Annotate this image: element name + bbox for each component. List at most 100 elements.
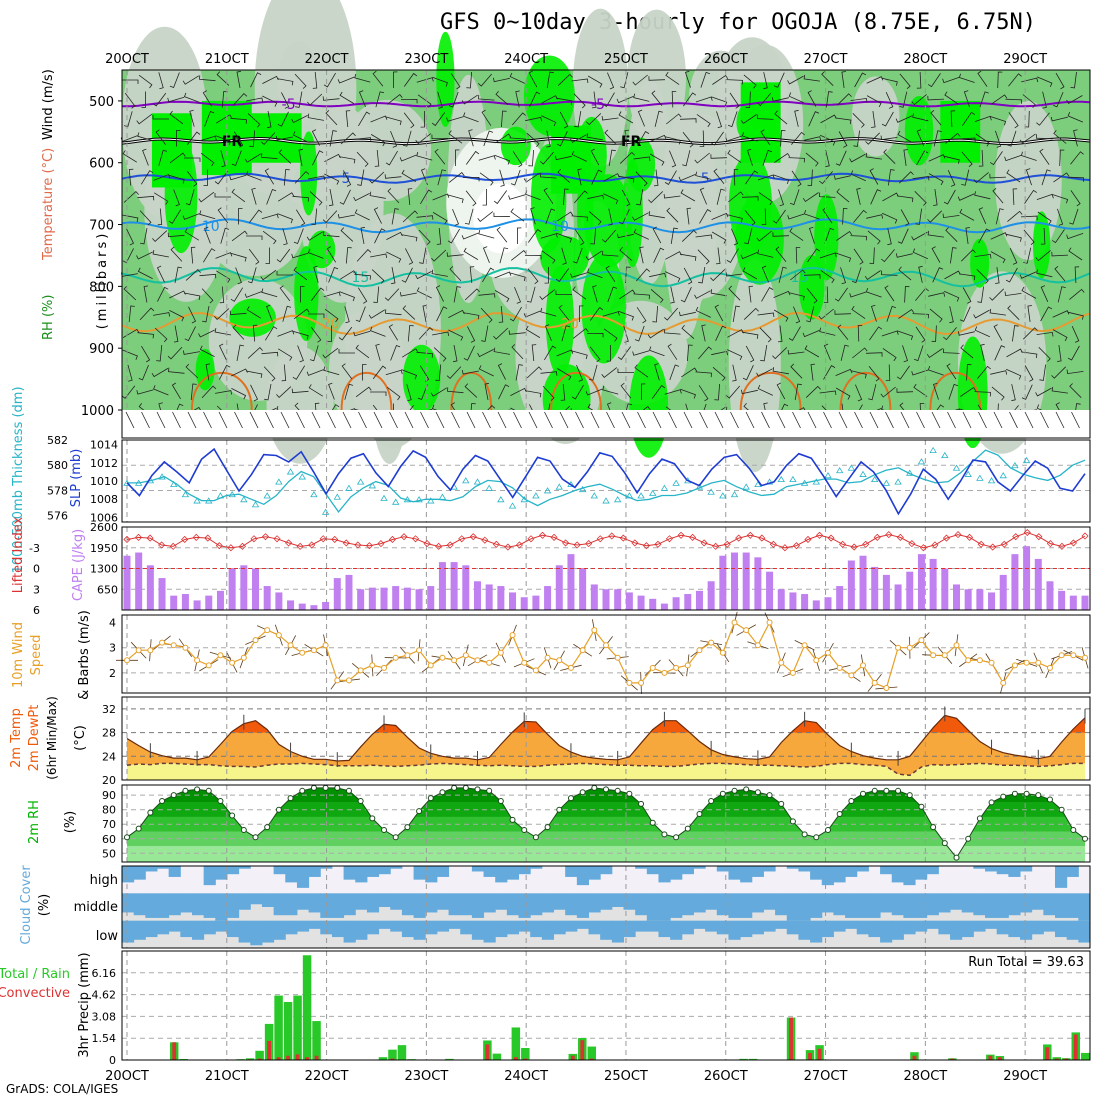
lifted-index-marker bbox=[400, 533, 408, 541]
wind-barb bbox=[557, 73, 573, 86]
wind-barb bbox=[1035, 387, 1052, 397]
rh-marker bbox=[299, 787, 306, 794]
wind-speed-marker bbox=[708, 639, 715, 646]
wind-barb bbox=[572, 247, 583, 264]
wind-barb bbox=[137, 267, 153, 279]
precip-convective-bar bbox=[305, 1057, 309, 1060]
wind-barb bbox=[997, 71, 1003, 89]
wind-barb bbox=[231, 150, 242, 167]
wind-barb bbox=[716, 111, 723, 129]
cloud-middle-bar bbox=[226, 893, 240, 918]
wind-barb bbox=[525, 116, 542, 122]
cape-bar bbox=[731, 552, 739, 610]
wind-barb bbox=[420, 110, 426, 128]
wind-barb bbox=[174, 266, 182, 283]
rh-marker bbox=[778, 800, 785, 807]
wind-barb bbox=[306, 369, 324, 376]
thickness-marker bbox=[555, 483, 563, 490]
wind-barb bbox=[771, 97, 789, 102]
wind-barb bbox=[478, 293, 496, 298]
wind-barb bbox=[252, 324, 258, 342]
cloud-low-bar bbox=[215, 920, 228, 932]
wind-barb bbox=[526, 286, 536, 303]
wind-barb bbox=[635, 171, 648, 187]
lifted-index-marker bbox=[331, 535, 339, 544]
wind-barb bbox=[757, 174, 775, 181]
wind-barb bbox=[927, 210, 942, 223]
wind-barb bbox=[620, 382, 632, 399]
wind-speed-marker bbox=[941, 652, 948, 659]
cloud-middle-bar bbox=[156, 893, 170, 918]
cloud-middle-bar bbox=[1020, 893, 1033, 913]
wind-barb bbox=[856, 187, 861, 205]
cape-bar bbox=[847, 560, 855, 610]
precip-total-bar bbox=[312, 1021, 321, 1060]
wind-barb bbox=[432, 76, 449, 87]
y-tick-label: 3 bbox=[109, 642, 116, 655]
rh-marker bbox=[404, 824, 411, 831]
wind-barb bbox=[292, 195, 309, 202]
wind-barb bbox=[851, 267, 862, 284]
wind-barb bbox=[748, 285, 754, 303]
cloud-low-bar bbox=[693, 920, 706, 929]
wind-barb bbox=[524, 254, 542, 260]
y-tick-label: 6.16 bbox=[92, 967, 117, 980]
wind-barb bbox=[670, 227, 678, 244]
wind-barb bbox=[714, 411, 724, 429]
wind-barb bbox=[851, 305, 866, 319]
wind-barb bbox=[820, 270, 835, 284]
wind-barb bbox=[586, 113, 602, 126]
wind-barb bbox=[762, 149, 773, 166]
rh-marker bbox=[731, 787, 738, 794]
wind-barb bbox=[911, 94, 927, 106]
lifted-index-marker bbox=[642, 542, 650, 550]
wind-barb bbox=[795, 247, 801, 264]
wind-barb bbox=[307, 248, 324, 259]
wind-barb bbox=[435, 285, 444, 302]
thickness-marker bbox=[520, 496, 528, 503]
x-tick-label-top: 27OCT bbox=[804, 52, 848, 67]
wind-barb bbox=[152, 250, 169, 258]
wind-barb bbox=[869, 326, 883, 341]
cloud-middle-bar bbox=[483, 893, 496, 913]
wind-barb bbox=[557, 211, 574, 222]
rh-marker bbox=[474, 786, 481, 793]
wind-speed-marker bbox=[486, 659, 493, 666]
wind-barb bbox=[694, 152, 710, 164]
wind-axis-label-2-text: Speed bbox=[29, 635, 44, 676]
wind-barb bbox=[916, 129, 925, 146]
wind-barb bbox=[555, 155, 572, 161]
wind-barb bbox=[914, 191, 927, 206]
y-tick-label-right: 1014 bbox=[90, 439, 118, 452]
wind-barb bbox=[358, 90, 366, 108]
thickness-marker bbox=[976, 474, 984, 481]
wind-barb bbox=[741, 196, 759, 201]
wind-barb bbox=[246, 235, 263, 240]
wind-barb bbox=[204, 226, 211, 244]
cloud-high-bar bbox=[670, 866, 683, 880]
wind-barb bbox=[990, 370, 1008, 375]
lifted-index-marker bbox=[954, 531, 962, 539]
wind-barb bbox=[836, 230, 853, 241]
wind-barb bbox=[714, 383, 720, 401]
wind-barb bbox=[895, 253, 913, 258]
lifted-axis-label-text: Lifted Index bbox=[11, 516, 26, 593]
rh-marker bbox=[252, 834, 259, 841]
wind-barb bbox=[840, 344, 849, 361]
precip-total-bar bbox=[274, 995, 283, 1060]
cloud-middle-bar bbox=[996, 893, 1009, 918]
wind-barb bbox=[1036, 269, 1053, 278]
x-tick-label-bottom: 24OCT bbox=[504, 1069, 548, 1084]
wind-barb bbox=[417, 94, 432, 108]
wind-barb bbox=[246, 306, 262, 319]
wind-barb bbox=[1053, 130, 1067, 144]
rh-marker bbox=[322, 784, 329, 791]
rh-high-region bbox=[402, 344, 441, 413]
wind-speed-marker bbox=[416, 647, 423, 654]
cape-bar bbox=[801, 594, 809, 610]
cloud-low-bar bbox=[133, 920, 146, 940]
cape-bar bbox=[205, 595, 213, 610]
wind-barb bbox=[885, 411, 894, 429]
cloud-low-bar bbox=[191, 920, 205, 940]
wind-barb bbox=[773, 309, 789, 322]
